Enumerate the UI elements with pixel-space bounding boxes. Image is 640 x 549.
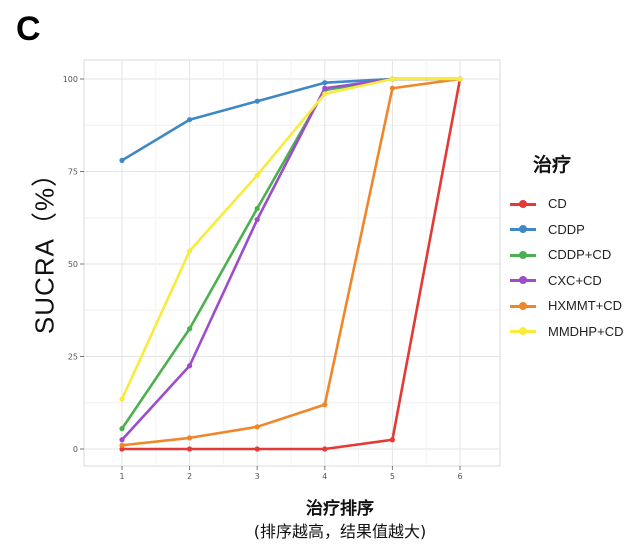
x-axis-label: 治疗排序: [306, 499, 374, 519]
data-point: [187, 435, 193, 441]
legend-item: CDDP+CD: [510, 242, 623, 268]
legend-item: MMDHP+CD: [510, 319, 623, 345]
data-point: [119, 426, 125, 432]
tick-layer: 0 25 50 75 100 1 2 3 4 5 6: [63, 75, 463, 481]
legend-item: CDDP: [510, 217, 623, 243]
legend-item: CXC+CD: [510, 268, 623, 294]
legend-key: [510, 301, 536, 311]
x-tick-label: 1: [119, 472, 124, 481]
data-point: [254, 98, 260, 104]
legend-label: CDDP+CD: [548, 247, 612, 263]
legend-key: [510, 275, 536, 285]
data-point: [322, 85, 328, 91]
data-point: [457, 76, 463, 82]
x-tick-label: 2: [187, 472, 192, 481]
data-point: [389, 76, 395, 82]
legend-item: HXMMT+CD: [510, 293, 623, 319]
x-tick-label: 5: [390, 472, 395, 481]
y-tick-label: 25: [68, 353, 78, 362]
series-line: [120, 77, 460, 400]
data-point: [389, 85, 395, 91]
x-tick-label: 6: [457, 472, 462, 481]
series-line: [122, 78, 462, 451]
y-tick-label: 100: [63, 75, 78, 84]
legend-key: [510, 326, 536, 336]
series-mmdhp-cd: [119, 76, 463, 402]
y-axis-label: SUCRA（%）: [29, 159, 60, 335]
data-point: [389, 437, 395, 443]
data-point: [187, 117, 193, 123]
legend-label: HXMMT+CD: [548, 298, 623, 314]
legend-label: CDDP: [548, 221, 585, 237]
data-point: [187, 248, 193, 254]
data-point: [254, 446, 260, 452]
data-point: [119, 446, 125, 452]
series-line: [121, 77, 461, 447]
data-point: [254, 217, 260, 223]
legend-title: 治疗: [533, 154, 572, 176]
legend-key: [510, 250, 536, 260]
data-point: [254, 172, 260, 178]
data-point: [254, 205, 260, 212]
data-point: [322, 91, 328, 97]
y-tick-label: 0: [73, 445, 78, 454]
x-tick-label: 4: [322, 472, 327, 481]
data-point: [187, 446, 193, 452]
legend-items: CD CDDP CDDP+CD CXC+CD HXMMT+CD MMDHP+CD: [510, 191, 623, 344]
data-point: [322, 80, 328, 86]
legend-item: CD: [510, 191, 623, 217]
legend-key: [510, 224, 536, 234]
data-point: [187, 326, 193, 332]
legend-label: CXC+CD: [548, 272, 602, 288]
data-point: [187, 363, 193, 369]
data-point: [322, 446, 328, 452]
legend-label: CD: [548, 196, 567, 212]
data-point: [119, 437, 125, 443]
data-point: [322, 402, 328, 408]
x-tick-label: 3: [255, 472, 260, 481]
series-layer: [119, 76, 463, 452]
grid-layer: [84, 60, 500, 466]
data-point: [119, 157, 125, 163]
plot-background: [83, 59, 501, 467]
series-cd: [119, 76, 463, 452]
legend-key: [510, 199, 536, 209]
legend-label: MMDHP+CD: [548, 323, 624, 339]
data-point: [119, 396, 125, 402]
data-point: [119, 442, 125, 448]
y-tick-label: 50: [68, 260, 78, 269]
x-axis-sublabel: (排序越高，结果值越大): [253, 522, 427, 541]
y-tick-label: 75: [68, 168, 78, 177]
data-point: [254, 424, 260, 430]
legend: 治疗 CD CDDP CDDP+CD CXC+CD HXMMT+CD MMDHP+CD: [510, 150, 623, 344]
panel-letter: C: [16, 10, 41, 48]
